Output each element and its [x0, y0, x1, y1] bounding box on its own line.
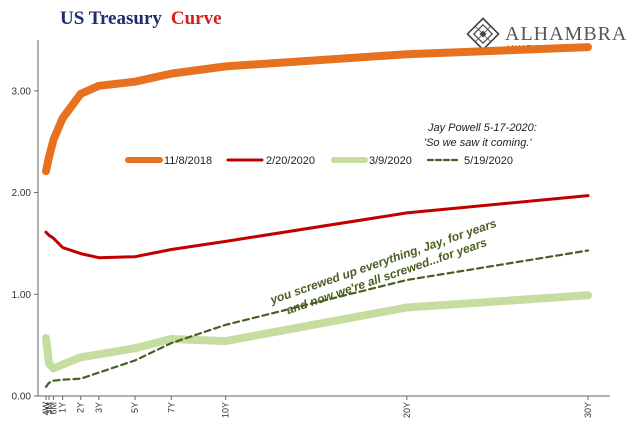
x-tick-label: 3Y — [94, 402, 104, 413]
title-part-curve: Curve — [171, 8, 222, 29]
x-tick-label: 4W — [41, 401, 51, 415]
series-line-2020-02-20 — [44, 194, 590, 260]
y-axis-ticks: 0.00 1.00 2.00 3.00 — [12, 86, 38, 403]
logo-name: ALHAMBRA — [505, 23, 627, 45]
legend-label: 11/8/2018 — [164, 155, 212, 167]
chart-title: US Treasury Curve — [60, 8, 222, 29]
x-tick-label: 5Y — [130, 402, 140, 413]
powell-note-line2: 'So we saw it coming.' — [424, 137, 532, 149]
series-lines — [42, 43, 592, 388]
powell-note: Jay Powell 5-17-2020: 'So we saw it comi… — [424, 122, 537, 149]
x-tick-label: 3M — [44, 402, 54, 415]
y-tick-label: 3.00 — [12, 86, 32, 97]
series-line-2020-05-19 — [44, 249, 590, 388]
logo-diamond-icon — [466, 17, 500, 51]
x-tick-label: 10Y — [221, 402, 231, 418]
x-tick-label: 20Y — [402, 402, 412, 418]
y-tick-label: 2.00 — [12, 188, 32, 199]
legend: 11/8/2018 2/20/2020 3/9/2020 5/19/2020 — [125, 155, 513, 167]
x-tick-label: 6M — [49, 402, 59, 415]
x-tick-label: 2Y — [76, 402, 86, 413]
series-line-2018-11-08 — [42, 43, 592, 176]
series-line-2020-03-09 — [42, 291, 592, 373]
legend-label: 2/20/2020 — [266, 155, 315, 167]
legend-label: 5/19/2020 — [464, 155, 513, 167]
x-tick-label: 1Y — [58, 402, 68, 413]
x-tick-label: 30Y — [583, 402, 593, 418]
x-tick-label: 7Y — [166, 402, 176, 413]
powell-note-line1: Jay Powell 5-17-2020: — [427, 122, 537, 134]
title-part-us-treasury: US Treasury — [60, 8, 162, 29]
legend-label: 3/9/2020 — [369, 155, 412, 167]
y-tick-label: 1.00 — [12, 290, 32, 301]
y-tick-label: 0.00 — [12, 392, 32, 403]
